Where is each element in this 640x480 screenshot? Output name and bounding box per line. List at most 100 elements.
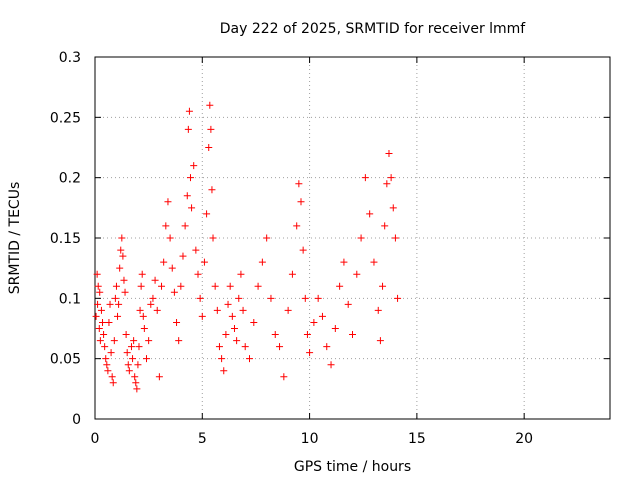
data-point: [166, 234, 174, 242]
data-point: [185, 107, 193, 115]
data-point: [177, 282, 185, 290]
x-tick-label: 10: [301, 431, 319, 447]
data-point: [241, 343, 249, 351]
data-point: [162, 222, 170, 230]
data-point: [104, 367, 112, 375]
data-point: [175, 337, 183, 345]
data-point: [366, 210, 374, 218]
data-point: [135, 343, 143, 351]
data-point: [288, 270, 296, 278]
y-tick-label: 0.2: [59, 171, 81, 187]
data-point: [100, 331, 108, 339]
data-point: [94, 282, 102, 290]
data-point: [331, 325, 339, 332]
data-point: [301, 294, 309, 302]
data-point: [246, 355, 253, 363]
data-point: [258, 258, 266, 266]
y-tick-label: 0: [72, 412, 81, 428]
data-point: [96, 288, 104, 296]
chart-title: Day 222 of 2025, SRMTID for receiver lmm…: [220, 21, 527, 37]
data-point: [183, 192, 191, 200]
data-point: [124, 361, 132, 369]
data-point: [206, 101, 214, 109]
data-point: [250, 318, 258, 326]
data-point: [254, 282, 262, 290]
data-point: [131, 373, 139, 381]
data-point: [105, 318, 113, 326]
data-point: [94, 300, 102, 308]
data-point: [394, 294, 402, 302]
data-point: [170, 288, 178, 296]
data-point: [327, 361, 335, 369]
data-point: [196, 294, 204, 302]
data-point: [233, 337, 241, 345]
data-point: [381, 222, 389, 230]
data-point: [297, 198, 305, 206]
y-tick-label: 0.25: [50, 110, 81, 126]
data-point: [336, 282, 344, 290]
data-point: [103, 361, 111, 369]
axis-ticks: 0 5 10 15 20 0 0.05 0.1 0.15 0.2 0.25 0.3: [50, 50, 610, 447]
data-point: [200, 258, 208, 266]
data-point: [151, 276, 159, 284]
data-point: [147, 300, 155, 308]
data-point: [173, 318, 181, 326]
data-point: [230, 325, 238, 332]
data-point: [96, 337, 104, 345]
data-point: [389, 204, 397, 212]
y-tick-label: 0.1: [59, 291, 81, 307]
data-point: [137, 282, 145, 290]
data-point: [228, 312, 236, 320]
data-point: [271, 331, 279, 339]
data-point: [276, 343, 284, 351]
data-point: [299, 246, 307, 254]
data-point: [263, 234, 271, 242]
data-point: [117, 246, 125, 254]
data-point: [237, 270, 245, 278]
data-point: [108, 373, 116, 381]
data-point: [136, 306, 144, 314]
data-point: [97, 306, 105, 314]
data-point: [120, 276, 128, 284]
data-point: [109, 379, 117, 387]
data-point: [224, 300, 232, 308]
data-point: [340, 258, 348, 266]
data-point: [379, 282, 387, 290]
y-tick-label: 0.3: [59, 50, 81, 66]
data-point: [168, 264, 176, 272]
data-point: [101, 343, 109, 351]
data-point: [138, 270, 146, 278]
y-tick-label: 0.15: [50, 231, 81, 247]
data-point: [376, 337, 384, 345]
data-point: [215, 343, 223, 351]
data-point: [102, 355, 110, 363]
data-point: [203, 210, 211, 218]
data-point: [192, 246, 200, 254]
data-point: [188, 204, 196, 212]
data-point: [222, 331, 230, 339]
data-point: [99, 318, 107, 326]
data-point: [164, 198, 172, 206]
data-point: [116, 264, 124, 272]
data-point: [323, 343, 331, 351]
x-tick-label: 20: [515, 431, 533, 447]
data-point: [218, 355, 226, 363]
y-tick-label: 0.05: [50, 352, 81, 368]
data-point: [207, 125, 215, 133]
data-point: [92, 312, 100, 320]
data-point: [357, 234, 365, 242]
data-point: [370, 258, 378, 266]
data-point: [158, 282, 166, 290]
data-point: [119, 252, 127, 260]
data-point: [190, 162, 198, 170]
data-point: [115, 300, 123, 308]
data-point: [160, 258, 168, 266]
x-tick-label: 5: [198, 431, 207, 447]
grid-lines: [95, 57, 610, 419]
data-point: [198, 312, 206, 320]
data-point: [129, 355, 137, 363]
data-point: [310, 318, 318, 326]
data-point: [194, 270, 202, 278]
data-point: [314, 294, 322, 302]
data-point: [110, 337, 118, 345]
